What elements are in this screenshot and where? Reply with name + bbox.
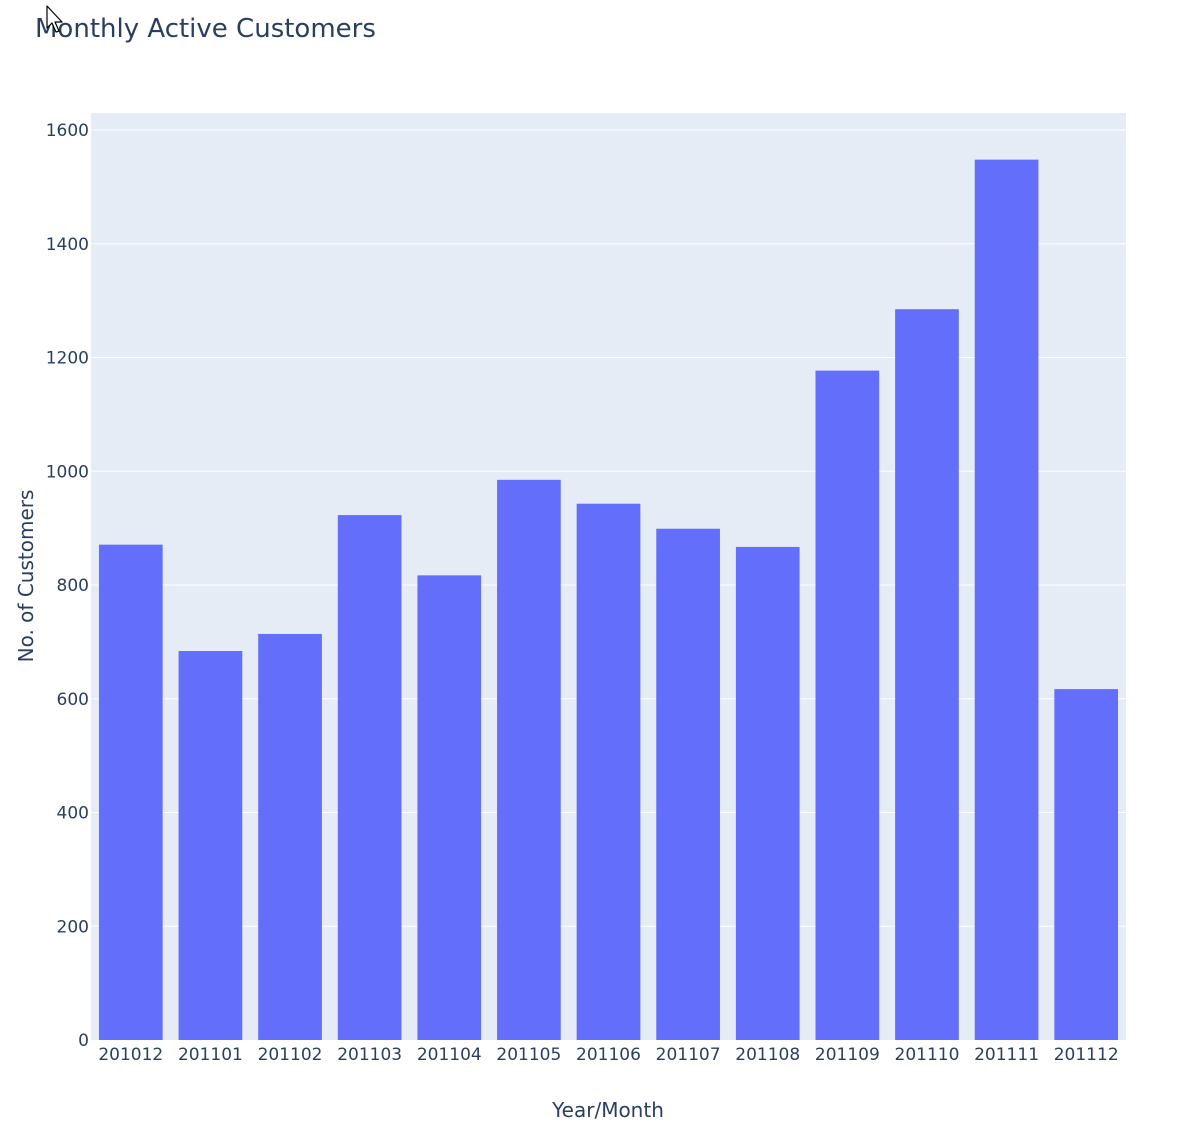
bar-201106 xyxy=(576,503,641,1040)
x-axis-title: Year/Month xyxy=(551,1098,664,1122)
bar-201111 xyxy=(974,159,1039,1041)
bar-201108 xyxy=(735,546,800,1040)
bar-201110 xyxy=(895,309,959,1040)
x-tick-label: 201103 xyxy=(337,1045,402,1065)
x-tick-label: 201112 xyxy=(1054,1045,1119,1065)
y-axis-title: No. of Customers xyxy=(14,490,38,663)
y-axis-ticks: 0 200 400 600 800 1000 1200 1400 1600 xyxy=(46,121,89,1051)
y-tick-label: 400 xyxy=(57,804,89,824)
x-tick-label: 201110 xyxy=(895,1045,960,1065)
bar-201103 xyxy=(337,515,402,1040)
x-tick-label: 201012 xyxy=(98,1045,163,1065)
bar-201112 xyxy=(1054,689,1119,1040)
x-axis-ticks: 201012 201101 201102 201103 201104 201105 2011… xyxy=(98,1045,1118,1065)
bar-series xyxy=(98,159,1119,1041)
y-tick-label: 0 xyxy=(78,1031,89,1051)
x-tick-label: 201109 xyxy=(815,1045,880,1065)
x-tick-label: 201104 xyxy=(417,1045,482,1065)
y-tick-label: 1200 xyxy=(46,349,89,369)
x-tick-label: 201108 xyxy=(735,1045,800,1065)
y-tick-label: 600 xyxy=(57,690,89,710)
y-tick-label: 1400 xyxy=(46,235,89,255)
x-tick-label: 201106 xyxy=(576,1045,641,1065)
chart-title: Monthly Active Customers xyxy=(35,14,376,44)
bar-201101 xyxy=(178,651,243,1040)
x-tick-label: 201102 xyxy=(258,1045,323,1065)
bar-201107 xyxy=(656,528,720,1040)
y-tick-label: 800 xyxy=(57,576,89,596)
x-tick-label: 201105 xyxy=(496,1045,561,1065)
y-tick-label: 200 xyxy=(57,917,89,937)
y-tick-label: 1000 xyxy=(46,462,89,482)
y-tick-label: 1600 xyxy=(46,121,89,141)
x-tick-label: 201101 xyxy=(178,1045,243,1065)
bar-201109 xyxy=(815,370,880,1041)
bar-201012 xyxy=(98,544,163,1040)
x-tick-label: 201107 xyxy=(656,1045,721,1065)
bar-201105 xyxy=(497,479,561,1040)
x-tick-label: 201111 xyxy=(974,1045,1039,1065)
bar-201102 xyxy=(258,633,322,1040)
bar-201104 xyxy=(417,575,482,1040)
